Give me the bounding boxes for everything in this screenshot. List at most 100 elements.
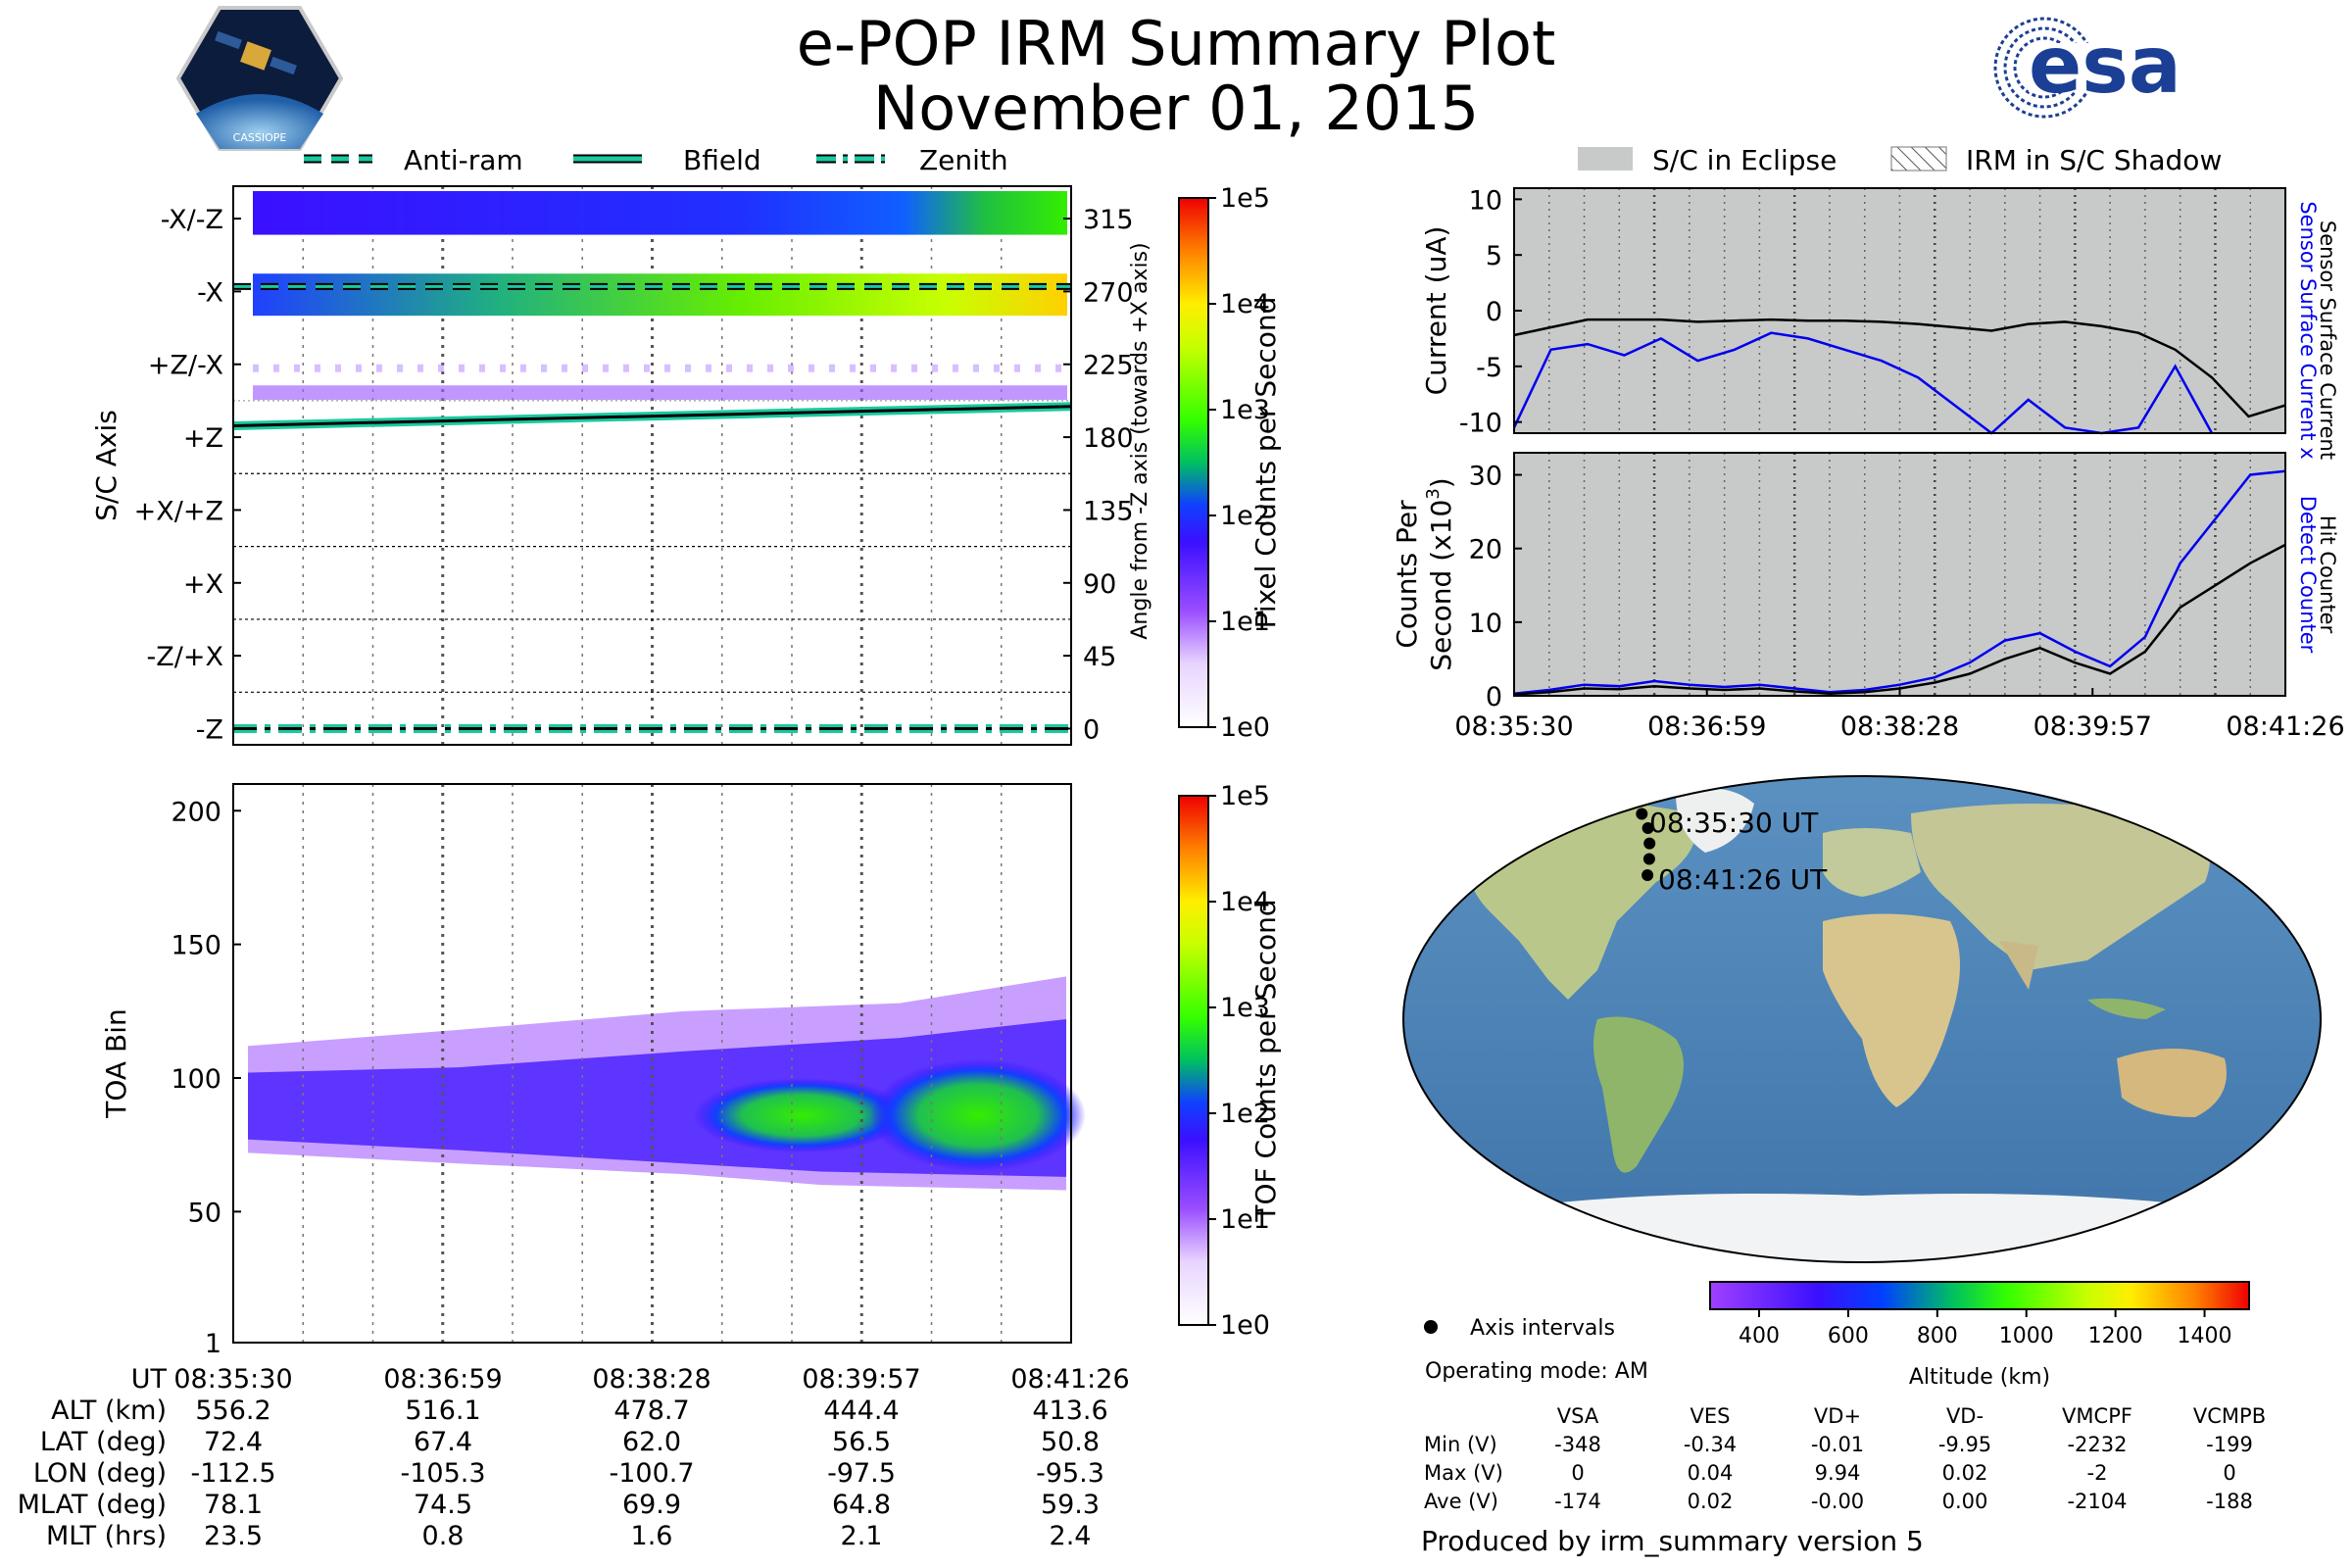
pixel-speck	[376, 364, 382, 372]
ephemeris-cell: 516.1	[405, 1396, 481, 1426]
pixel-colorbar: 1e0 1e1 1e2 1e3 1e4 1e5 Pixel Counts per Secon…	[1178, 183, 1282, 743]
ephemeris-cell: 2.1	[840, 1521, 883, 1551]
counts-plot-y-label: 20	[1469, 535, 1502, 565]
current-plot-y-label: 10	[1469, 185, 1502, 216]
pixel-speck	[1035, 364, 1041, 372]
pixel-y-label: +X	[183, 569, 223, 600]
ephemeris-cell: 69.9	[621, 1490, 682, 1520]
voltage-cell: 0.02	[1687, 1490, 1734, 1513]
pixel-speck	[562, 364, 567, 372]
continent-antarctica	[1403, 1194, 2321, 1262]
current-plot-series-0	[1513, 318, 2286, 418]
toa-colorbar-label: 1e5	[1220, 781, 1270, 811]
pixel-angle-label: 315	[1083, 205, 1134, 235]
voltage-header: VD+	[1813, 1404, 1862, 1428]
axis-intervals-marker	[1424, 1320, 1438, 1334]
pixel-angle-label: 135	[1083, 496, 1134, 526]
page-date: November 01, 2015	[872, 73, 1480, 144]
legend-eclipse-label: S/C in Eclipse	[1652, 144, 1837, 176]
pixel-angle-label: 180	[1083, 423, 1134, 454]
pixel-speck	[541, 364, 547, 372]
toa-colorbar-label: 1e1	[1220, 1204, 1270, 1235]
continent-india	[1999, 941, 2038, 990]
toa-core-1	[694, 1078, 909, 1153]
voltage-header: VCMPB	[2192, 1404, 2267, 1428]
toa-colorbar-label: 1e2	[1220, 1099, 1270, 1129]
counts-panel: 0 10 20 30 08:35:30 08:36:59 08:38:28 08:39:57 0…	[1391, 452, 2345, 742]
pixel-speck	[664, 364, 670, 372]
pixel-speck	[706, 364, 711, 372]
toa-y-label: 1	[205, 1329, 221, 1359]
toa-y-label: 200	[171, 797, 221, 827]
pixel-speck	[335, 364, 341, 372]
track-point	[1636, 808, 1648, 820]
pixel-band-xz	[253, 190, 1067, 235]
ephemeris-cell: -112.5	[190, 1458, 276, 1489]
legend-shadow-label: IRM in S/C Shadow	[1966, 144, 2222, 176]
pixel-angle-label: 270	[1083, 277, 1134, 308]
pixel-y-label: +X/+Z	[134, 496, 223, 526]
toa-colorbar-bar	[1178, 795, 1209, 1326]
voltage-cell: 0	[1571, 1461, 1585, 1485]
ephemeris-cell: -95.3	[1036, 1458, 1104, 1489]
current-ylabel-right-2: Sensor Surface Current	[2316, 220, 2339, 460]
altitude-tick-label: 800	[1917, 1324, 1958, 1348]
voltage-cell: 0.00	[1941, 1490, 1988, 1513]
ephemeris-cell: 23.5	[203, 1521, 264, 1551]
ephemeris-cell: 74.5	[413, 1490, 473, 1520]
pixel-speck	[315, 364, 320, 372]
current-ylabel: Current (uA)	[1420, 226, 1452, 396]
pixel-speck	[767, 364, 773, 372]
pixel-speck	[356, 364, 362, 372]
ephemeris-row-label: MLAT (deg)	[17, 1490, 167, 1520]
voltage-cell: 9.94	[1814, 1461, 1861, 1485]
pixel-band-zx	[253, 385, 1067, 401]
ephemeris-cell: 78.1	[203, 1490, 264, 1520]
voltage-header: VD-	[1945, 1404, 1984, 1428]
ephemeris-cell: 08:38:28	[592, 1364, 711, 1395]
esa-text: esa	[2029, 20, 2181, 111]
legend-zenith-label: Zenith	[919, 144, 1008, 176]
map-start-label: 08:35:30 UT	[1649, 807, 1819, 839]
voltage-row-label: Min (V)	[1424, 1433, 1497, 1456]
pixel-y-label: -Z	[196, 714, 223, 745]
voltage-cell: -2232	[2067, 1433, 2128, 1456]
right-legend: S/C in Eclipse IRM in S/C Shadow	[1578, 144, 2222, 176]
pixel-speck	[808, 364, 814, 372]
current-plot-eclipse	[1514, 188, 2285, 433]
pixel-speck	[644, 364, 650, 372]
pixel-y-label: -X	[197, 277, 223, 308]
ephemeris-cell: 08:41:26	[1010, 1364, 1130, 1395]
voltage-cell: -188	[2206, 1490, 2253, 1513]
pixel-speck	[747, 364, 753, 372]
pixel-speck	[911, 364, 917, 372]
voltage-cell: -0.34	[1683, 1433, 1738, 1456]
map-end-label: 08:41:26 UT	[1658, 863, 1828, 896]
counts-plot-y-label: 0	[1486, 682, 1502, 712]
ephemeris-cell: 72.4	[203, 1427, 264, 1457]
toa-ylabel: TOA Bin	[100, 1008, 132, 1118]
continent-greenland	[1676, 788, 1754, 853]
pixel-y-label: -Z/+X	[147, 642, 223, 672]
toa-colorbar-title: TOF Counts per Second	[1250, 899, 1282, 1222]
voltage-cell: -2104	[2067, 1490, 2128, 1513]
altitude-tick-label: 600	[1828, 1324, 1869, 1348]
toa-y-label: 100	[171, 1064, 221, 1095]
ephemeris-cell: 413.6	[1032, 1396, 1108, 1426]
voltage-cell: -9.95	[1937, 1433, 1992, 1456]
voltage-cell: 0	[2223, 1461, 2236, 1485]
altitude-tick-label: 1400	[2178, 1324, 2232, 1348]
current-plot-y-label: -10	[1459, 409, 1502, 439]
voltage-row-label: Ave (V)	[1424, 1490, 1498, 1513]
counts-ylabel-2-main: Second (x10	[1425, 500, 1457, 671]
counts-plot-x-label: 08:35:30	[1454, 711, 1573, 742]
info-block: Axis intervals Operating mode: AM	[1424, 1316, 1648, 1382]
current-plot-y-label: 5	[1486, 241, 1502, 271]
pixel-speck	[459, 364, 465, 372]
pixel-speck	[500, 364, 506, 372]
voltage-cell: -0.01	[1810, 1433, 1865, 1456]
pixel-panel: -X/-Z 315 -X 270 +Z/-X 225 +Z 180 +X/+Z 135 +X 90 -Z…	[90, 183, 1282, 746]
counts-ylabel-right-1: Detect Counter	[2296, 496, 2320, 654]
ephemeris-row-label: ALT (km)	[51, 1396, 167, 1426]
